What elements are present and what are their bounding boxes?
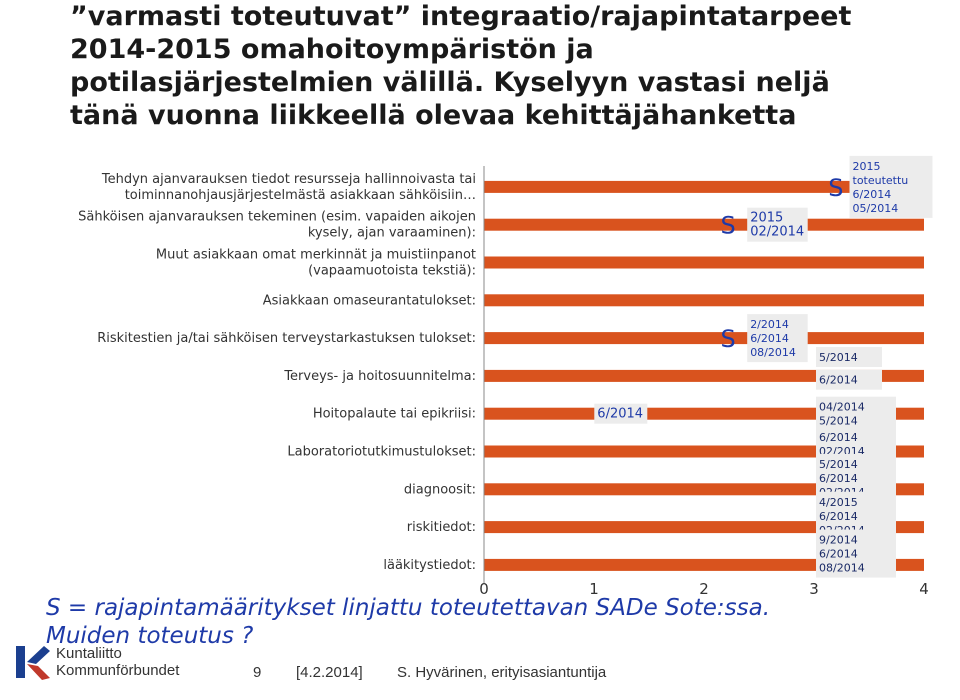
category-label: Asiakkaan omaseurantatulokset:: [263, 293, 476, 308]
category-label: Tehdyn ajanvarauksen tiedot resursseja h…: [101, 172, 476, 203]
bar: [484, 180, 924, 193]
x-tick-label: 0: [479, 580, 489, 598]
title-line: tänä vuonna liikkeellä olevaa kehittäjäh…: [70, 100, 797, 131]
kuntaliitto-logo: Kuntaliitto Kommunförbundet: [14, 640, 204, 684]
annotation-box: [594, 403, 648, 424]
annotation-box: [747, 207, 808, 242]
title-line: ”varmasti toteutuvat” integraatio/rajapi…: [70, 1, 852, 32]
annotation-label: 2015 toteutettu 6/2014 05/2014: [853, 160, 909, 215]
bar: [484, 558, 924, 571]
category-label: diagnoosit:: [404, 482, 476, 497]
side-label-box: [816, 396, 896, 431]
bar: [484, 483, 924, 496]
footer-note-line: S = rajapintamääritykset linjattu toteut…: [46, 595, 771, 621]
category-label: Hoitopalaute tai epikriisi:: [313, 407, 476, 422]
category-label: Muut asiakkaan omat merkinnät ja muistii…: [156, 248, 476, 279]
bar: [484, 369, 924, 382]
slide-date: [4.2.2014]: [296, 664, 363, 681]
x-tick-label: 1: [589, 580, 599, 598]
bar: [484, 294, 924, 307]
side-label: 9/2014 6/2014 08/2014: [819, 534, 865, 575]
annotation-box: [849, 155, 933, 218]
bar: [484, 218, 924, 231]
annotation-label: 2015 02/2014: [750, 211, 804, 240]
annotation-label: 2/2014 6/2014 08/2014: [750, 318, 796, 359]
bar: [484, 256, 924, 269]
bar: [484, 407, 924, 420]
bar: [484, 332, 924, 345]
x-tick-label: 4: [919, 580, 929, 598]
side-label: 04/2014 5/2014: [819, 401, 865, 428]
side-label: 6/2014: [819, 374, 858, 387]
slide-title: ”varmasti toteutuvat” integraatio/rajapi…: [70, 0, 930, 132]
logo-line-2: Kommunförbundet: [56, 662, 180, 679]
side-label-box: [816, 347, 882, 367]
logo-mark-icon: [16, 646, 50, 680]
sade-marker: S: [828, 174, 843, 202]
side-label-box: [816, 529, 896, 578]
annotation-box: [747, 314, 808, 363]
footer-note-line: Muiden toteutus ?: [46, 623, 254, 649]
category-label: Terveys- ja hoitosuunnitelma:: [283, 369, 476, 384]
bar: [484, 445, 924, 458]
title-line: potilasjärjestelmien välillä. Kyselyyn v…: [70, 67, 830, 98]
logo-line-1: Kuntaliitto: [56, 645, 122, 662]
category-label: Laboratoriotutkimustulokset:: [287, 445, 476, 460]
page-number: 9: [253, 664, 262, 681]
annotation-label: 6/2014: [597, 407, 643, 422]
footer-note: S = rajapintamääritykset linjattu toteut…: [46, 594, 770, 650]
x-tick-label: 3: [809, 580, 819, 598]
category-label: riskitiedot:: [407, 520, 476, 535]
category-label: lääkitystiedot:: [383, 558, 476, 573]
author-credit: S. Hyvärinen, erityisasiantuntija: [397, 664, 607, 681]
sade-marker: S: [721, 325, 736, 353]
category-label: Riskitestien ja/tai sähköisen terveystar…: [97, 331, 476, 346]
logo-text: Kuntaliitto Kommunförbundet: [56, 645, 179, 679]
bar: [484, 521, 924, 534]
x-tick-label: 2: [699, 580, 709, 598]
category-label: Sähköisen ajanvarauksen tekeminen (esim.…: [78, 210, 476, 241]
side-label-box: [816, 369, 882, 390]
side-label: 5/2014: [819, 351, 858, 364]
sade-marker: S: [721, 212, 736, 240]
title-line: 2014-2015 omahoitoympäristön ja: [70, 34, 594, 65]
